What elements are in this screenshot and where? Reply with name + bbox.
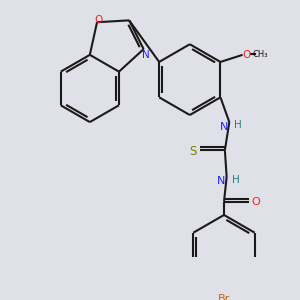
- Text: Br: Br: [218, 294, 230, 300]
- Text: O: O: [95, 15, 103, 25]
- Text: S: S: [189, 145, 197, 158]
- Text: N: N: [220, 122, 228, 132]
- Text: H: H: [232, 175, 239, 185]
- Text: CH₃: CH₃: [253, 50, 268, 59]
- Text: N: N: [142, 50, 149, 59]
- Text: O: O: [251, 197, 260, 207]
- Text: H: H: [234, 120, 242, 130]
- Text: O: O: [243, 50, 251, 60]
- Text: N: N: [217, 176, 226, 187]
